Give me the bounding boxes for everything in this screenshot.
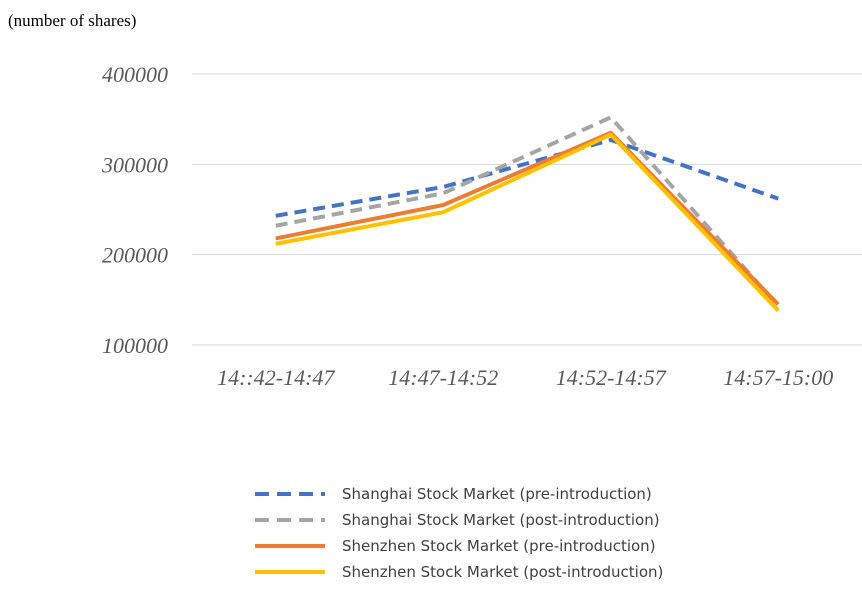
- x-tick-label: 14::42-14:47: [217, 365, 335, 390]
- legend-label: Shanghai Stock Market (post-introduction…: [342, 511, 660, 529]
- x-tick-label: 14:57-15:00: [723, 365, 833, 390]
- series-line: [275, 130, 780, 306]
- x-tick-label: 14:47-14:52: [388, 365, 498, 390]
- series-line: [275, 137, 779, 218]
- y-tick-label: 400000: [102, 62, 168, 87]
- y-tick-label: 100000: [102, 333, 168, 358]
- y-axis-label: (number of shares): [8, 11, 136, 30]
- x-tick-label: 14:52-14:57: [556, 365, 667, 390]
- legend-label: Shenzhen Stock Market (pre-introduction): [342, 537, 656, 555]
- legend-label: Shenzhen Stock Market (post-introduction…: [342, 563, 663, 581]
- y-tick-label: 200000: [102, 243, 168, 268]
- series-line: [275, 132, 780, 313]
- series-line: [275, 115, 780, 308]
- y-tick-label: 300000: [101, 152, 168, 177]
- legend-label: Shanghai Stock Market (pre-introduction): [342, 485, 652, 503]
